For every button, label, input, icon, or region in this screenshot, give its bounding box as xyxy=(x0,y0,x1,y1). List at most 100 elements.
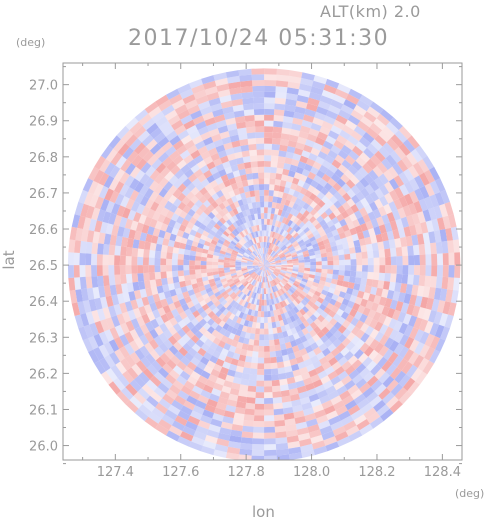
radar-gate-cell xyxy=(344,306,353,315)
radar-gate-cell xyxy=(249,254,255,259)
radar-gate-cell xyxy=(206,360,216,369)
radar-gate-cell xyxy=(308,368,318,378)
radar-gate-cell xyxy=(226,197,234,205)
radar-gate-cell xyxy=(269,345,276,352)
radar-gate-cell xyxy=(342,395,354,406)
radar-gate-cell xyxy=(287,140,297,148)
radar-gate-cell xyxy=(329,240,337,248)
radar-gate-cell xyxy=(424,320,434,334)
radar-gate-cell xyxy=(278,242,284,248)
radar-gate-cell xyxy=(246,283,252,290)
radar-gate-cell xyxy=(309,226,317,233)
radar-gate-cell xyxy=(282,192,289,200)
radar-gate-cell xyxy=(248,379,257,387)
radar-gate-cell xyxy=(302,182,311,190)
radar-gate-cell xyxy=(241,294,247,301)
radar-gate-cell xyxy=(297,192,305,200)
radar-gate-cell xyxy=(384,181,395,193)
radar-gate-cell xyxy=(226,247,234,252)
radar-gate-cell xyxy=(411,284,419,296)
radar-gate-cell xyxy=(115,361,127,375)
radar-gate-cell xyxy=(236,272,243,277)
radar-gate-cell xyxy=(181,196,191,206)
radar-gate-cell xyxy=(247,321,253,328)
radar-gate-cell xyxy=(378,173,389,185)
radar-gate-cell xyxy=(283,407,294,415)
radar-gate-cell xyxy=(280,256,286,260)
radar-gate-cell xyxy=(275,202,281,210)
radar-gate-cell xyxy=(338,231,347,240)
radar-gate-cell xyxy=(218,202,226,210)
radar-gate-cell xyxy=(218,313,226,321)
radar-gate-cell xyxy=(396,159,409,172)
radar-gate-cell xyxy=(330,144,342,155)
radar-gate-cell xyxy=(236,271,243,275)
radar-gate-cell xyxy=(230,240,237,246)
radar-gate-cell xyxy=(264,260,268,266)
radar-gate-cell xyxy=(278,282,284,289)
radar-gate-cell xyxy=(236,206,242,214)
radar-gate-cell xyxy=(264,265,269,269)
radar-gate-cell xyxy=(157,382,170,394)
radar-gate-cell xyxy=(221,136,232,145)
radar-gate-cell xyxy=(271,286,276,293)
radar-gate-cell xyxy=(401,155,413,169)
radar-gate-cell xyxy=(407,381,420,395)
radar-gate-cell xyxy=(176,159,187,170)
radar-gate-cell xyxy=(292,256,299,260)
radar-gate-cell xyxy=(400,283,408,294)
radar-gate-cell xyxy=(424,169,435,184)
radar-gate-cell xyxy=(241,223,247,230)
radar-gate-cell xyxy=(189,274,197,280)
radar-gate-cell xyxy=(297,271,304,276)
radar-gate-cell xyxy=(344,265,351,271)
radar-gate-cell xyxy=(442,253,449,266)
radar-gate-cell xyxy=(295,337,303,346)
radar-gate-cell xyxy=(279,301,285,308)
radar-gate-cell xyxy=(279,228,285,235)
radar-gate-cell xyxy=(369,416,384,429)
radar-gate-cell xyxy=(207,334,216,343)
radar-gate-cell xyxy=(447,240,455,253)
radar-gate-cell xyxy=(258,299,262,306)
radar-gate-cell xyxy=(300,244,307,250)
radar-gate-cell xyxy=(287,234,293,241)
radar-gate-cell xyxy=(134,109,149,122)
radar-gate-cell xyxy=(255,243,259,250)
radar-gate-cell xyxy=(394,130,408,143)
radar-gate-cell xyxy=(364,194,375,205)
radar-gate-cell xyxy=(227,297,234,305)
radar-gate-cell xyxy=(354,225,363,234)
radar-gate-cell xyxy=(403,226,412,237)
radar-gate-cell xyxy=(130,201,140,212)
radar-gate-cell xyxy=(325,322,334,331)
radar-gate-cell xyxy=(108,339,120,352)
radar-gate-cell xyxy=(292,369,302,377)
radar-gate-cell xyxy=(312,294,320,301)
radar-gate-cell xyxy=(264,137,273,144)
radar-gate-cell xyxy=(229,202,237,210)
radar-gate-cell xyxy=(200,356,210,366)
radar-gate-cell xyxy=(213,139,224,148)
radar-gate-cell xyxy=(160,352,171,364)
radar-gate-cell xyxy=(232,286,239,292)
radar-gate-cell xyxy=(329,195,338,205)
radar-gate-cell xyxy=(254,258,260,262)
radar-gate-cell xyxy=(260,260,265,266)
radar-gate-cell xyxy=(369,201,378,212)
radar-gate-cell xyxy=(242,256,249,260)
radar-gate-cell xyxy=(223,267,230,271)
radar-gate-cell xyxy=(384,337,395,349)
radar-gate-cell xyxy=(173,221,182,230)
radar-gate-cell xyxy=(246,302,252,309)
radar-gate-cell xyxy=(325,385,337,395)
radar-gate-cell xyxy=(287,263,293,266)
radar-gate-cell xyxy=(212,265,219,269)
radar-gate-cell xyxy=(248,284,253,291)
radar-gate-cell xyxy=(302,236,310,242)
radar-gate-cell xyxy=(231,182,239,191)
radar-gate-cell xyxy=(240,442,253,450)
radar-gate-cell xyxy=(356,99,370,112)
radar-gate-cell xyxy=(152,309,161,319)
radar-gate-cell xyxy=(401,246,409,256)
